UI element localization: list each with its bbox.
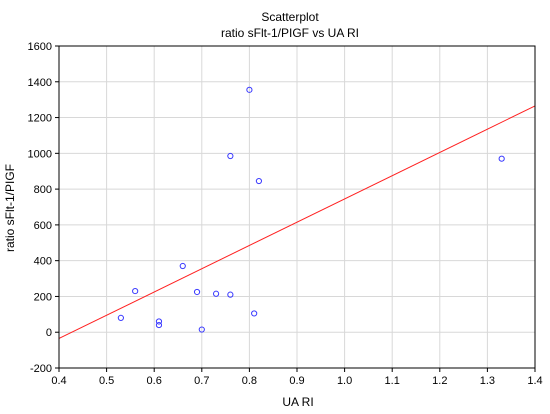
data-points [117,86,505,333]
x-tick-label: 0.4 [51,375,66,387]
x-axis-ticks: 0.4 0.5 0.6 0.7 0.8 0.9 1.0 1.1 1.2 1.3 1.4 [51,368,543,387]
y-tick-label: 800 [34,184,52,196]
x-tick-label: 1.3 [480,375,495,387]
y-tick-label: 1600 [28,41,52,53]
data-point [246,86,253,93]
y-tick-label: 600 [34,220,52,232]
data-point [155,321,163,329]
x-tick-label: 1.0 [337,375,352,387]
y-tick-label: 1000 [28,148,52,160]
x-tick-label: 0.7 [194,375,209,387]
x-tick-label: 1.2 [432,375,447,387]
x-tick-label: 0.8 [242,375,257,387]
data-point [179,262,186,270]
data-point [227,291,234,298]
grid [59,46,535,368]
y-tick-label: 400 [34,256,52,268]
y-tick-label: 1200 [28,113,52,125]
y-tick-label: 200 [34,291,52,303]
y-tick-label: 0 [46,327,52,339]
y-tick-label: -200 [30,363,52,375]
x-axis-title: UA RI [282,395,313,409]
data-point [255,177,263,185]
data-point [498,155,505,162]
x-tick-label: 1.4 [527,375,542,387]
fit-line-group [58,105,536,339]
data-point [198,326,205,333]
x-tick-label: 0.6 [147,375,162,387]
y-axis-ticks: -200 0 200 400 600 800 1000 1200 1400 1600 [28,41,59,375]
data-point [193,288,201,296]
x-tick-label: 0.9 [289,375,304,387]
data-point [212,290,220,297]
data-point [155,318,163,325]
chart-title: Scatterplot [261,10,319,24]
regression-line [58,105,536,339]
data-point [227,152,234,160]
x-tick-label: 1.1 [385,375,400,387]
y-tick-label: 1400 [28,77,52,89]
y-axis-title: ratio sFlt-1/PIGF [3,164,17,252]
x-tick-label: 0.5 [99,375,114,387]
data-point [117,314,124,322]
data-point [251,310,258,317]
chart-subtitle: ratio sFlt-1/PIGF vs UA RI [221,26,359,40]
data-point [132,287,139,295]
